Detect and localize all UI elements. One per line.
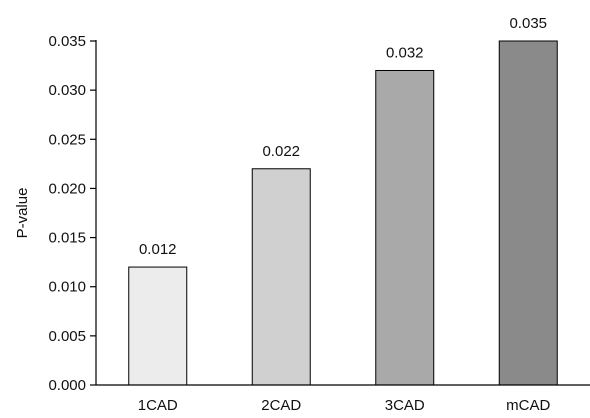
x-category-label: 1CAD (138, 397, 178, 414)
y-tick-label: 0.020 (48, 180, 86, 197)
y-axis-title: P-value (14, 188, 31, 239)
x-category-label: 3CAD (385, 397, 425, 414)
y-tick-label: 0.035 (48, 33, 86, 50)
data-label-3cad: 0.032 (386, 44, 424, 61)
x-axis-categories: 1CAD 2CAD 3CAD mCAD (138, 397, 551, 414)
bar-1cad (128, 266, 188, 386)
y-tick-label: 0.000 (48, 377, 86, 394)
data-label-1cad: 0.012 (139, 241, 177, 258)
x-category-label: mCAD (506, 397, 550, 414)
y-tick-label: 0.005 (48, 328, 86, 345)
data-label-mcad: 0.035 (509, 15, 547, 32)
bar-mcad (498, 40, 558, 386)
data-labels: 0.012 0.022 0.032 0.035 (139, 15, 547, 258)
y-tick-label: 0.030 (48, 82, 86, 99)
bar-2cad (251, 168, 311, 386)
data-label-2cad: 0.022 (262, 143, 300, 160)
y-tick-label: 0.010 (48, 279, 86, 296)
bars (128, 40, 558, 386)
y-tick-label: 0.015 (48, 230, 86, 247)
bar-3cad (375, 69, 435, 386)
y-tick-label: 0.025 (48, 131, 86, 148)
y-axis-ticks: 0.000 0.005 0.010 0.015 0.020 0.025 0.030 0.035 (48, 33, 96, 394)
x-category-label: 2CAD (261, 397, 301, 414)
